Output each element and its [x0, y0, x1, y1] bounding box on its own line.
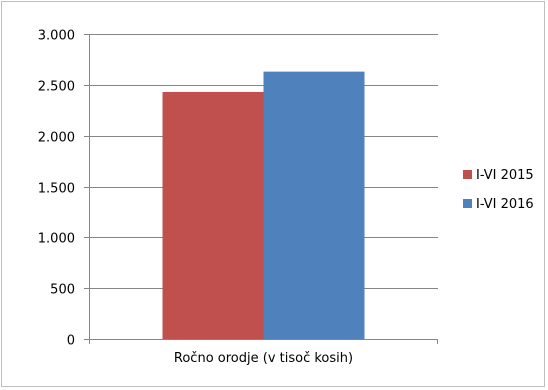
- y-tick-label: 1.500: [38, 182, 75, 197]
- y-tick-label: 500: [50, 283, 75, 298]
- tick-labels: 0 500 1.000 1.500 2.000 2.500 3.000 Ročno orodj…: [38, 29, 353, 367]
- legend: I-VI 2015 I-VI 2016: [463, 168, 534, 212]
- axes: [84, 34, 438, 344]
- bar-i-vi-2015: [162, 91, 264, 339]
- x-category-label: Ročno orodje (v tisoč kosih): [174, 351, 353, 366]
- legend-swatch: [463, 170, 472, 179]
- legend-label: I-VI 2016: [476, 197, 534, 212]
- legend-swatch: [463, 199, 472, 208]
- y-tick-label: 3.000: [38, 29, 75, 44]
- legend-label: I-VI 2015: [476, 168, 534, 183]
- y-tick-label: 0: [67, 334, 75, 349]
- y-tick-label: 1.000: [38, 232, 75, 247]
- bars: [162, 71, 365, 339]
- y-tick-label: 2.000: [38, 131, 75, 146]
- y-tick-label: 2.500: [38, 80, 75, 95]
- bar-i-vi-2016: [263, 71, 365, 339]
